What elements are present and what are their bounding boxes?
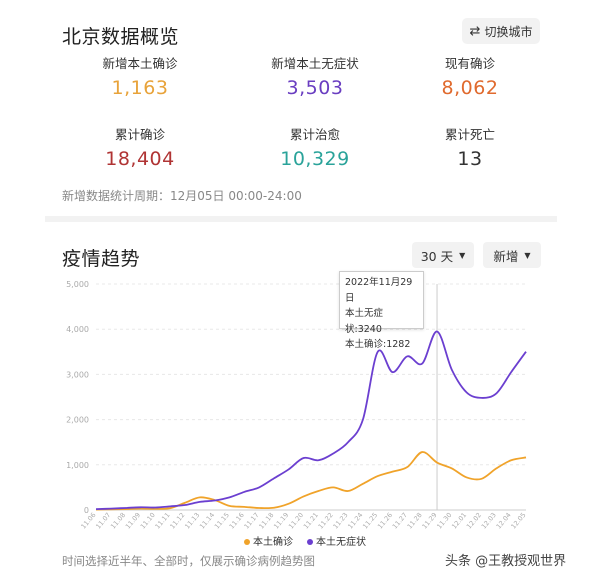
y-tick-label: 4,000	[66, 325, 89, 334]
legend-label: 本土确诊	[253, 537, 293, 548]
range-dropdown[interactable]: 30 天 ▼	[412, 242, 474, 268]
x-tick-label: 11.22	[317, 511, 335, 530]
tooltip-asymptomatic: 本土无症状:3240	[345, 308, 384, 335]
legend-dot	[307, 539, 313, 545]
stat-card: 累计治愈 10,329	[230, 126, 400, 170]
x-tick-label: 11.25	[361, 511, 379, 530]
chevron-down-icon: ▼	[524, 250, 531, 260]
chart-tooltip: 2022年11月29日 本土无症状:3240 本土确诊:1282	[339, 271, 424, 350]
legend-label: 本土无症状	[316, 537, 366, 548]
x-tick-label: 11.10	[139, 511, 157, 530]
stat-label: 累计死亡	[444, 127, 495, 142]
series-line	[95, 330, 527, 510]
x-tick-label: 11.19	[272, 511, 290, 530]
type-dropdown[interactable]: 新增 ▼	[483, 242, 541, 268]
x-tick-label: 11.13	[183, 511, 201, 530]
stat-label: 累计治愈	[289, 127, 340, 142]
y-tick-label: 1,000	[66, 461, 89, 470]
legend-item-asymptomatic[interactable]: 本土无症状	[307, 533, 366, 548]
stat-card: 现有确诊 8,062	[385, 55, 555, 99]
x-tick-label: 11.30	[435, 511, 453, 530]
x-tick-label: 11.29	[420, 511, 438, 530]
x-tick-label: 11.15	[213, 511, 231, 530]
stat-card: 新增本土无症状 3,503	[230, 55, 400, 99]
x-tick-label: 11.07	[94, 511, 112, 530]
chevron-down-icon: ▼	[459, 250, 466, 260]
x-tick-label: 11.12	[168, 511, 186, 530]
chart-legend[interactable]: 本土确诊 本土无症状	[244, 533, 366, 548]
x-tick-label: 11.20	[287, 511, 305, 530]
stat-card: 累计确诊 18,404	[55, 126, 225, 170]
stat-card: 累计死亡 13	[385, 126, 555, 170]
x-tick-label: 11.27	[391, 511, 409, 530]
x-tick-label: 11.06	[79, 511, 97, 530]
type-dropdown-label: 新增	[493, 248, 519, 264]
stat-value: 1,163	[111, 77, 169, 99]
footer-note: 时间选择近半年、全部时，仅展示确诊病例趋势图	[62, 554, 315, 568]
range-dropdown-label: 30 天	[420, 248, 454, 264]
x-tick-label: 11.08	[109, 511, 127, 530]
y-tick-label: 3,000	[66, 370, 89, 379]
x-tick-label: 12.02	[465, 511, 483, 530]
legend-dot	[244, 539, 250, 545]
x-tick-label: 11.23	[332, 511, 350, 530]
y-tick-label: 5,000	[66, 280, 89, 289]
stat-value: 3,503	[286, 77, 344, 99]
tooltip-confirmed: 本土确诊:1282	[345, 339, 411, 350]
tooltip-date: 2022年11月29日	[345, 277, 413, 304]
stat-value: 13	[457, 148, 483, 170]
x-tick-label: 11.11	[154, 511, 172, 530]
stat-card: 新增本土确诊 1,163	[55, 55, 225, 99]
y-tick-label: 0	[84, 506, 89, 515]
x-tick-label: 11.14	[198, 511, 216, 530]
x-tick-label: 12.01	[450, 511, 468, 530]
stat-label: 新增本土无症状	[271, 56, 359, 71]
section-divider	[45, 216, 557, 222]
x-tick-label: 12.03	[480, 511, 498, 530]
stat-label: 新增本土确诊	[102, 56, 178, 71]
trend-title: 疫情趋势	[62, 248, 141, 270]
page-title: 北京数据概览	[62, 26, 180, 48]
legend-item-confirmed[interactable]: 本土确诊	[244, 533, 293, 548]
stat-value: 8,062	[441, 77, 499, 99]
trend-chart[interactable]: 01,0002,0003,0004,0005,00011.0611.0711.0…	[50, 276, 540, 534]
switch-city-button[interactable]: ⇄ 切换城市	[462, 18, 540, 44]
x-tick-label: 12.04	[495, 511, 513, 530]
x-tick-label: 11.17	[243, 511, 261, 530]
stat-label: 累计确诊	[114, 127, 165, 142]
stat-value: 10,329	[280, 148, 350, 170]
stats-period-note: 新增数据统计周期：12月05日 00:00-24:00	[62, 189, 302, 203]
stat-value: 18,404	[105, 148, 175, 170]
x-tick-label: 11.21	[302, 511, 320, 530]
x-tick-label: 11.16	[228, 511, 246, 530]
x-tick-label: 11.26	[376, 511, 394, 530]
x-tick-label: 12.05	[509, 511, 527, 530]
switch-city-label: 切换城市	[484, 24, 533, 39]
x-tick-label: 11.09	[124, 511, 142, 530]
x-tick-label: 11.18	[257, 511, 275, 530]
watermark: 头条 @王教授观世界	[445, 554, 567, 569]
swap-arrows-icon: ⇄	[469, 23, 481, 39]
x-tick-label: 11.28	[406, 511, 424, 530]
series-line	[95, 451, 527, 511]
y-tick-label: 2,000	[66, 416, 89, 425]
stat-label: 现有确诊	[444, 56, 495, 71]
x-tick-label: 11.24	[346, 511, 364, 530]
